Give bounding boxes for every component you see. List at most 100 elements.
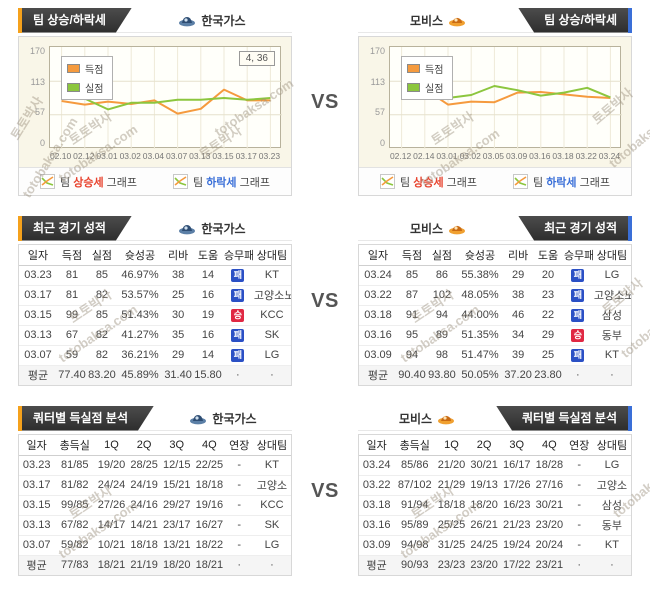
- result-badge: 패: [231, 268, 245, 282]
- result-badge: 패: [231, 288, 245, 302]
- average-row: 평균 77/83 18/21 21/19 18/20 18/21 · ·: [19, 554, 291, 575]
- col-header: 승무패: [562, 245, 593, 266]
- graph-button-strip: 팀 상승세 그래프 팀 하락세 그래프: [359, 168, 631, 195]
- quarter-section: 쿼터별 득실점 분석 한국가스 일자 총득실 1Q 2Q 3Q 4Q 연장 상대팀 03.23 8…: [0, 405, 650, 576]
- table-row: 03.18 91 94 44.00% 46 22 패 삼성: [359, 305, 631, 326]
- team-label: 모비스: [358, 410, 496, 427]
- col-header: 연장: [225, 435, 253, 456]
- col-header: 슛성공: [116, 245, 164, 266]
- x-tick-label: 03.04: [142, 151, 165, 161]
- result-badge: 패: [571, 348, 585, 362]
- accent-bar: [18, 405, 22, 431]
- legend-label: 실점: [85, 84, 104, 95]
- legend-label: 득점: [85, 65, 104, 76]
- table-row: 03.16 95 89 51.35% 34 29 승 동부: [359, 325, 631, 346]
- team-logo-icon: [179, 16, 196, 26]
- y-tick-label: 57: [34, 107, 45, 118]
- up-trend-graph-button[interactable]: 팀 상승세 그래프: [40, 174, 137, 190]
- section-title: 최근 경기 성적: [518, 215, 628, 241]
- x-tick-label: 02.14: [413, 151, 435, 161]
- col-header: 도움: [533, 245, 563, 266]
- button-label: 팀 하락세 그래프: [193, 176, 270, 189]
- concede-swatch: [407, 83, 420, 92]
- table-row: 03.22 87/102 21/29 19/13 17/26 27/16- 고양소: [359, 475, 631, 496]
- y-tick-label: 113: [370, 76, 385, 87]
- col-header: 총득실: [394, 435, 436, 456]
- col-header: 1Q: [435, 435, 468, 456]
- vs-divider: VS: [311, 289, 339, 312]
- team-logo-icon: [438, 415, 455, 424]
- quarter-header-right: 모비스 쿼터별 득실점 분석: [358, 405, 632, 431]
- team-logo-icon: [449, 225, 466, 234]
- table-row: 03.17 81/82 24/24 24/19 15/21 18/18- 고양소: [19, 475, 291, 496]
- x-tick-label: 03.13: [189, 151, 211, 161]
- concede-swatch: [67, 83, 80, 92]
- graph-button-strip: 팀 상승세 그래프 팀 하락세 그래프: [19, 168, 291, 195]
- col-header: 일자: [359, 245, 398, 266]
- col-header: 득점: [57, 245, 87, 266]
- team-label: 한국가스: [154, 410, 292, 427]
- y-axis: 0 57 113 170: [23, 46, 49, 148]
- result-badge: 승: [571, 328, 585, 342]
- average-row: 평균 77.40 83.20 45.89% 31.40 15.80 · ·: [19, 364, 291, 385]
- col-header: 총득실: [54, 435, 96, 456]
- team-name: 한국가스: [201, 13, 246, 28]
- chart-box: 0 57 113 170 득점 실점 4, 36 02.10 02.12 03.01 03.…: [19, 37, 291, 168]
- col-header: 상대팀: [592, 435, 631, 456]
- y-tick-label: 57: [374, 107, 385, 118]
- cross-lines-icon: [513, 174, 528, 189]
- plot-area: 득점 실점: [389, 46, 622, 149]
- up-trend-graph-button[interactable]: 팀 상승세 그래프: [380, 174, 477, 190]
- col-header: 실점: [86, 245, 117, 266]
- score-swatch: [67, 64, 80, 73]
- quarter-table-left-wrap: 일자 총득실 1Q 2Q 3Q 4Q 연장 상대팀 03.23 81/85 19/20 28/25 12…: [18, 434, 292, 576]
- legend-label: 실점: [425, 84, 444, 95]
- col-header: 3Q: [160, 435, 194, 456]
- table-row: 03.15 99 85 51.43% 30 19 승 KCC: [19, 305, 291, 326]
- col-header: 3Q: [500, 435, 534, 456]
- col-header: 일자: [19, 245, 58, 266]
- team-name: 한국가스: [201, 221, 246, 236]
- plot-area: 득점 실점 4, 36: [49, 46, 282, 149]
- y-tick-label: 0: [379, 137, 385, 148]
- recent-table-right-wrap: 일자 득점 실점 슛성공 리바 도움 승무패 상대팀 03.24 85 86 55.38% 29 20 패 L…: [358, 244, 632, 386]
- col-header: 4Q: [193, 435, 226, 456]
- y-tick-label: 113: [30, 76, 45, 87]
- team-label: 모비스: [358, 220, 518, 237]
- team-label: 한국가스: [132, 220, 292, 237]
- team-label: 한국가스: [132, 12, 292, 29]
- recent-panel-left: 최근 경기 성적 한국가스 일자 득점 실점 슛성공 리바 도움 승무패 상대팀 03.23 81…: [0, 215, 292, 386]
- button-label: 팀 하락세 그래프: [533, 176, 610, 189]
- chart-panel: 0 57 113 170 득점 실점 02.12 02.14 03.01 03.02 03.0…: [358, 36, 632, 196]
- x-tick-label: 02.10: [49, 151, 72, 161]
- recent-header-right: 모비스 최근 경기 성적: [358, 215, 632, 241]
- accent-bar: [18, 7, 22, 33]
- col-header: 승무패: [222, 245, 253, 266]
- col-header: 1Q: [95, 435, 128, 456]
- button-label: 팀 상승세 그래프: [60, 176, 137, 189]
- legend-label: 득점: [425, 65, 444, 76]
- x-tick-label: 03.01: [96, 151, 118, 161]
- team-name: 한국가스: [212, 411, 257, 426]
- team-logo-icon: [449, 17, 466, 26]
- average-row: 평균 90.40 93.80 50.05% 37.20 23.80 · ·: [359, 364, 631, 385]
- col-header: 2Q: [127, 435, 161, 456]
- col-header: 상대팀: [252, 245, 291, 266]
- col-header: 슛성공: [456, 245, 504, 266]
- down-trend-graph-button[interactable]: 팀 하락세 그래프: [173, 174, 270, 190]
- recent-table-left-wrap: 일자 득점 실점 슛성공 리바 도움 승무패 상대팀 03.23 81 85 46.97% 38 14 패 K…: [18, 244, 292, 386]
- x-tick-label: 03.07: [165, 151, 188, 161]
- team-label: 모비스: [358, 12, 518, 29]
- table-row: 03.18 91/94 18/18 18/20 16/23 30/21- 삼성: [359, 495, 631, 516]
- x-tick-label: 03.05: [482, 151, 505, 161]
- trend-panel-left: 팀 상승/하락세 한국가스 0 57 113 170 득점 실점 4, 36: [0, 7, 292, 196]
- col-header: 4Q: [533, 435, 566, 456]
- y-tick-label: 0: [39, 137, 45, 148]
- trend-section: 팀 상승/하락세 한국가스 0 57 113 170 득점 실점 4, 36: [0, 7, 650, 196]
- y-tick-label: 170: [369, 46, 385, 56]
- section-title: 쿼터별 득실점 분석: [496, 405, 628, 431]
- table-row: 03.24 85/86 21/20 30/21 16/17 18/28- LG: [359, 455, 631, 476]
- recent-panel-right: 모비스 최근 경기 성적 일자 득점 실점 슛성공 리바 도움 승무패 상대팀 03.24 85 8…: [358, 215, 650, 386]
- x-tick-label: 03.18: [552, 151, 574, 161]
- down-trend-graph-button[interactable]: 팀 하락세 그래프: [513, 174, 610, 190]
